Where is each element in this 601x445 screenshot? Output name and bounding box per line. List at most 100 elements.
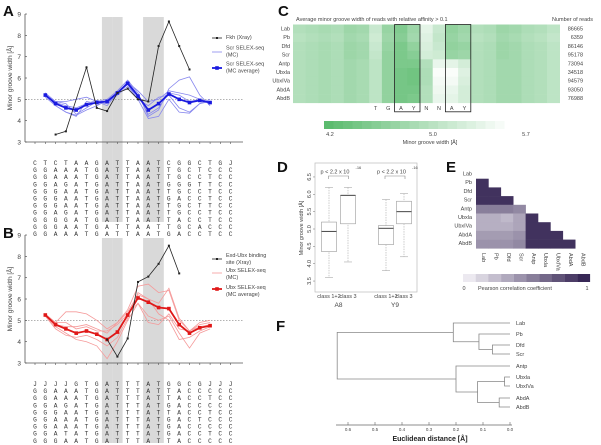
sequence-row: JJJJGTGATTTATGGCGJJJ bbox=[33, 381, 239, 388]
heatmap-cell bbox=[343, 68, 357, 77]
row-label: UbxIVa bbox=[454, 224, 473, 230]
mc-series-line bbox=[45, 283, 211, 332]
heatmap-cell bbox=[521, 50, 535, 60]
heatmap-cell bbox=[331, 59, 345, 69]
panel-a-chart: 3 4 5 6 7 8 9 Minor groove width [Å] CTCTAAGATTA… bbox=[5, 12, 264, 238]
heatmap-cell bbox=[318, 68, 332, 77]
heatmap-cell bbox=[305, 68, 319, 77]
read-count: 86146 bbox=[568, 44, 583, 50]
heatmap-cell bbox=[496, 76, 510, 86]
sequence-row: GGGAATGATTAATGACCTCC bbox=[33, 196, 239, 203]
heatmap-cell bbox=[496, 59, 510, 69]
heatmap-cell bbox=[432, 33, 446, 43]
heatmap-cell bbox=[394, 41, 408, 51]
panel-f-dendrogram: Lab Pb Dfd Scr Antp Ubxla UbxIVa AbdA AbdB 0.6 0.5… bbox=[336, 321, 535, 443]
mc-average-point bbox=[74, 108, 78, 112]
sequence-row: GGAGATGATTAATTGCCTCC bbox=[33, 210, 239, 217]
colorbar-segment bbox=[333, 121, 344, 129]
x-tick-label: 0.4 bbox=[399, 427, 406, 432]
colorbar-segment bbox=[577, 274, 591, 282]
correlation-cell bbox=[538, 239, 551, 249]
mc-series-line bbox=[45, 287, 211, 334]
mc-average-point bbox=[156, 101, 161, 106]
mc-average-point bbox=[125, 313, 130, 317]
heatmap-cell bbox=[407, 76, 421, 86]
heatmap-cell bbox=[432, 24, 446, 34]
xray-point bbox=[106, 110, 109, 113]
colorbar-max: 5.7 bbox=[522, 132, 530, 138]
heatmap-cell bbox=[521, 94, 535, 104]
heatmap-cell bbox=[521, 59, 535, 69]
column-label: UbxIVa bbox=[555, 253, 561, 272]
colorbar-segment bbox=[504, 121, 515, 129]
heatmap-cell bbox=[407, 85, 421, 95]
heatmap-cell bbox=[547, 50, 560, 60]
x-tick-label: 0.5 bbox=[372, 427, 379, 432]
legend: Fkh (Xray)Scr SELEX-seq(MC)Scr SELEX-seq… bbox=[212, 35, 264, 75]
heatmap-cell bbox=[547, 24, 560, 34]
panel-label-e: E bbox=[446, 159, 456, 176]
read-count: 6359 bbox=[571, 35, 583, 41]
heatmap-cell bbox=[369, 85, 383, 95]
heatmap-cell bbox=[521, 33, 535, 43]
correlation-cell bbox=[476, 196, 489, 206]
heatmap-cell bbox=[293, 76, 306, 86]
row-label: Scr bbox=[282, 53, 290, 59]
sequence-row: GGGAATGATTAATTGCCTCC bbox=[33, 188, 239, 195]
shaded-column bbox=[101, 17, 113, 222]
heatmap-cell bbox=[318, 24, 332, 34]
dendrogram-link bbox=[478, 333, 510, 350]
y-tick-label: 9 bbox=[17, 12, 21, 19]
heatmap-cell bbox=[407, 68, 421, 77]
y-tick-label: 9 bbox=[17, 233, 21, 240]
colorbar-segment bbox=[539, 274, 552, 282]
colorbar-segment bbox=[526, 274, 540, 282]
colorbar-segment bbox=[463, 274, 476, 282]
mc-average-point bbox=[187, 331, 192, 335]
dendrogram-link bbox=[452, 322, 510, 343]
mc-average-line bbox=[44, 81, 211, 112]
heatmap-cell bbox=[343, 94, 357, 104]
heatmap-cell bbox=[445, 68, 459, 77]
heatmap-cell bbox=[508, 50, 522, 60]
correlation-cell bbox=[476, 222, 489, 232]
heatmap-cell bbox=[381, 41, 395, 51]
colorbar-segment bbox=[428, 121, 439, 129]
motif-label: N bbox=[424, 106, 428, 112]
heatmap-cell bbox=[521, 68, 535, 77]
heatmap-cell bbox=[470, 50, 484, 60]
read-count: 73094 bbox=[568, 61, 583, 67]
heatmap-cell bbox=[534, 33, 548, 43]
heatmap-cell bbox=[381, 33, 395, 43]
mc-average-point bbox=[167, 92, 171, 96]
legend-label: site (Xray) bbox=[226, 260, 251, 266]
legend-label: (MC) bbox=[226, 53, 238, 59]
heatmap-cell bbox=[293, 59, 306, 69]
legend-avg-marker bbox=[215, 287, 219, 291]
heatmap-cell bbox=[293, 24, 306, 34]
mc-series-line bbox=[45, 302, 211, 360]
heatmap-cell bbox=[483, 68, 497, 77]
heatmap-cell bbox=[369, 59, 383, 69]
panel-label-a: A bbox=[3, 3, 14, 20]
y-tick-label: 7 bbox=[17, 54, 21, 61]
heatmap-cell bbox=[331, 68, 345, 77]
motif-label: A bbox=[450, 106, 454, 112]
shaded-column bbox=[153, 238, 164, 443]
read-count: 95178 bbox=[568, 53, 583, 59]
y-tick-label: 5.5 bbox=[307, 208, 313, 216]
heatmap-cell bbox=[369, 94, 383, 104]
p-value-exponent: -16 bbox=[412, 165, 419, 170]
colorbar-segment bbox=[466, 121, 477, 129]
heatmap-cell bbox=[534, 24, 548, 34]
heatmap-cell bbox=[407, 33, 421, 43]
mc-average-point bbox=[187, 100, 192, 105]
heatmap-cell bbox=[483, 59, 497, 69]
correlation-cell bbox=[476, 239, 489, 249]
shaded-column bbox=[143, 238, 154, 443]
heatmap-cell bbox=[381, 24, 395, 34]
heatmap-cell bbox=[318, 59, 332, 69]
colorbar-segment bbox=[352, 121, 363, 129]
mc-series-line bbox=[45, 85, 211, 117]
correlation-cell bbox=[538, 222, 551, 232]
